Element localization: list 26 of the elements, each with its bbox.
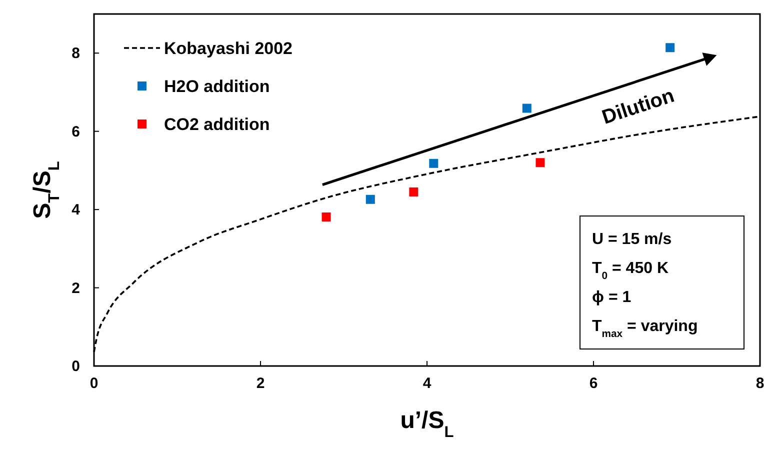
point (322, 212, 331, 222)
annotation: Dilution (599, 84, 678, 129)
legend-label: H2O addition (164, 77, 270, 96)
y-tick-label: 4 (72, 202, 81, 219)
x-tick-label: 4 (422, 375, 432, 392)
x-tick-label: 2 (256, 375, 265, 392)
legend-label: CO2 addition (164, 115, 270, 134)
y-tick-label: 8 (72, 45, 80, 62)
annotation: T$_{max}$ = varying (592, 318, 698, 340)
y-tick-label: 0 (72, 358, 80, 375)
annotation: T$_{0}$ = 450 K (592, 260, 669, 282)
x-tick-label: 8 (756, 375, 764, 392)
x-tick-label: 6 (589, 375, 598, 392)
point (522, 104, 532, 113)
x-tick-label: 0 (90, 375, 98, 392)
legend-label: Kobayashi 2002 (164, 39, 293, 58)
annotation: ϕ = 1 (592, 289, 632, 306)
point (366, 194, 375, 204)
point (536, 158, 545, 168)
y-tick-label: 6 (72, 123, 80, 140)
y-tick-label: 2 (72, 280, 80, 297)
annotation: U = 15 m/s (592, 231, 672, 248)
point (409, 187, 418, 196)
point (666, 43, 675, 52)
point (429, 158, 438, 168)
x-axis-title: u’/S$_{L}$ (400, 407, 454, 440)
